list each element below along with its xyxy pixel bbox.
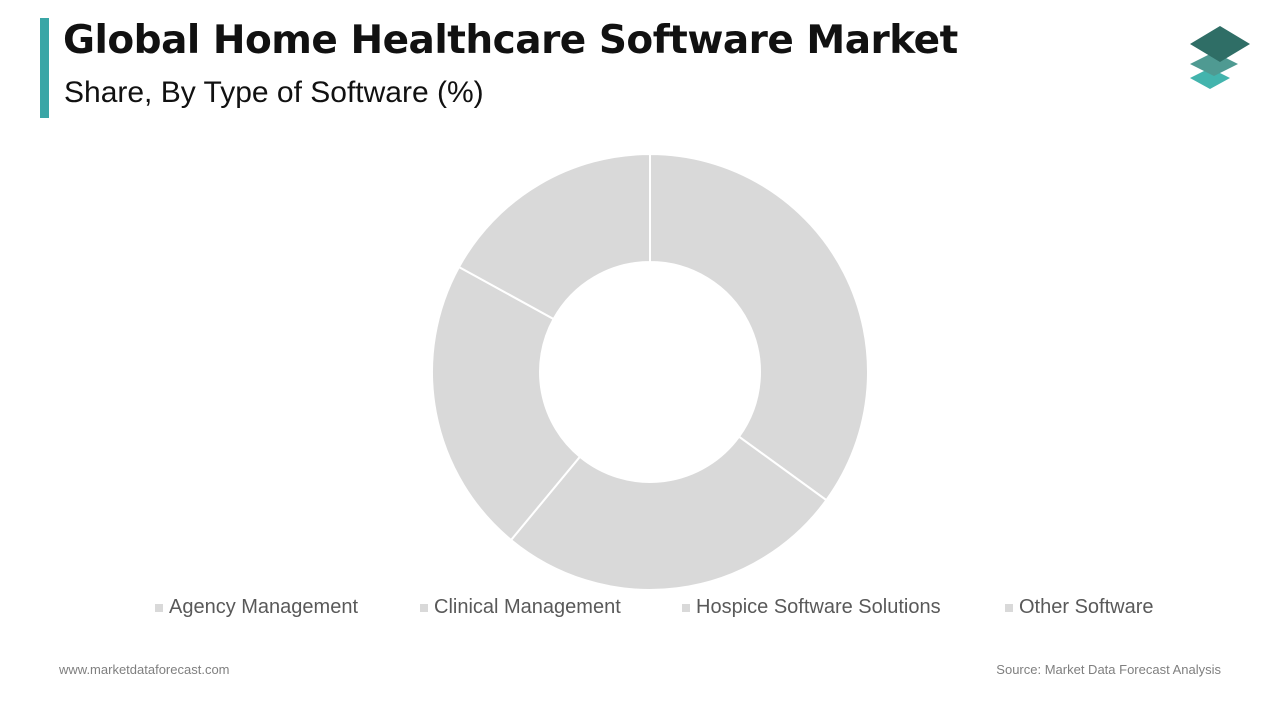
- legend-label: Other Software: [1019, 596, 1154, 618]
- source-footer: Source: Market Data Forecast Analysis: [996, 662, 1221, 677]
- chart-legend: Agency Management Clinical Management Hosp…: [0, 596, 1280, 620]
- legend-item-clinical-management: Clinical Management: [420, 596, 621, 619]
- donut-slice-clinical-management: [509, 435, 828, 591]
- donut-slice-agency-management: [649, 152, 869, 502]
- logo-layer-bottom: [1190, 68, 1230, 89]
- legend-swatch: [155, 603, 163, 612]
- title-accent-bar: [40, 18, 49, 118]
- legend-label: Hospice Software Solutions: [696, 596, 941, 618]
- logo-layer-top: [1190, 26, 1250, 62]
- legend-swatch: [1005, 603, 1013, 612]
- legend-swatch: [682, 603, 690, 612]
- page-subtitle: Share, By Type of Software (%): [64, 76, 484, 109]
- donut-slice-other-software: [457, 152, 651, 321]
- legend-label: Clinical Management: [434, 596, 621, 618]
- stacked-layers-icon: [1190, 26, 1250, 89]
- legend-item-other-software: Other Software: [1005, 596, 1154, 619]
- legend-item-agency-management: Agency Management: [155, 596, 358, 619]
- legend-item-hospice-software-solutions: Hospice Software Solutions: [682, 596, 941, 619]
- website-footer: www.marketdataforecast.com: [59, 662, 230, 677]
- legend-swatch: [420, 603, 428, 612]
- donut-slice-hospice-software-solutions: [431, 265, 582, 542]
- legend-label: Agency Management: [169, 596, 359, 618]
- page-title: Global Home Healthcare Software Market: [63, 18, 958, 63]
